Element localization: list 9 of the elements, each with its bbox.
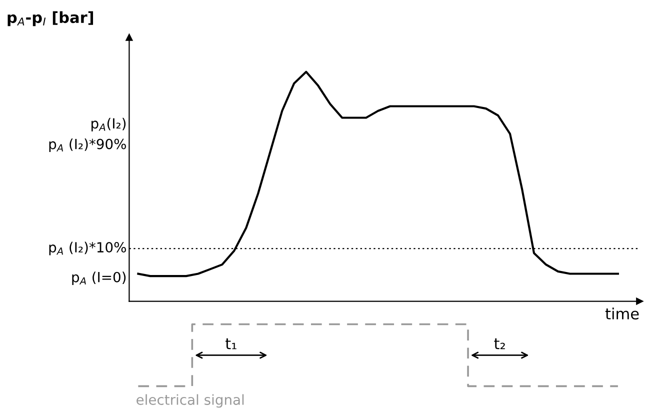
text: p$_{A}$(I₂) [92,118,126,132]
annotation: t₁ [226,338,236,350]
series-label: electrical signal [136,394,244,408]
text: p$_{A}$ (I=0) [72,272,126,286]
annotation: t₂ [494,338,505,350]
ref-line-label: p$_{A}$ (I₂)*10% [49,242,126,256]
text: p$_{A}$ (I₂)*90% [49,138,126,152]
x-axis-title: time [605,308,639,320]
y-axis-title: p$_{A}$-p$_{I}$ [bar] [8,11,94,26]
